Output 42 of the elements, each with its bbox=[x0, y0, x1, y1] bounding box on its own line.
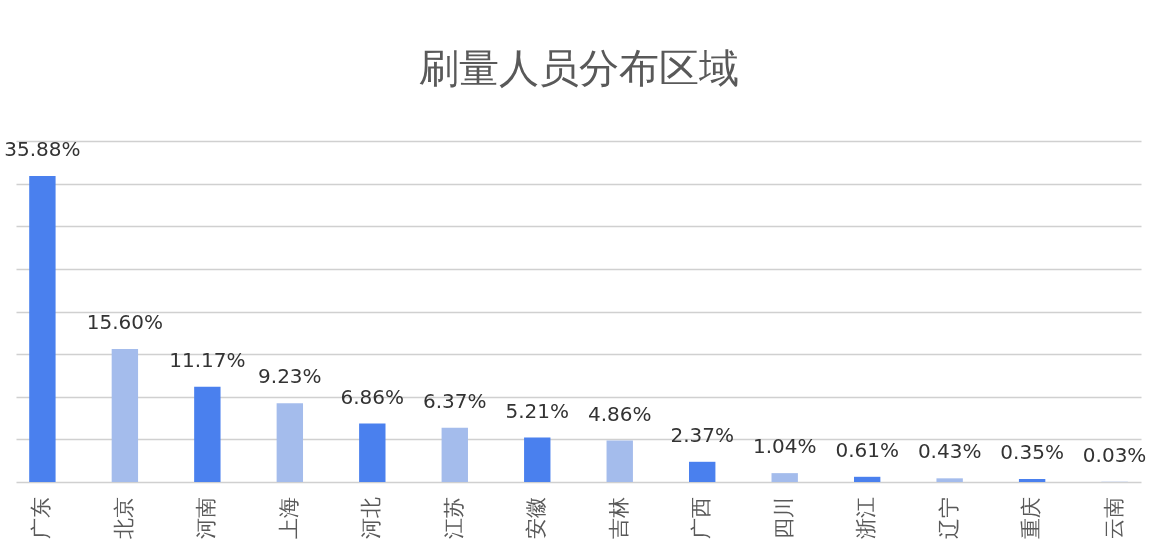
bar bbox=[524, 437, 551, 482]
bar bbox=[29, 176, 56, 482]
x-tick-label: 安徽 bbox=[524, 496, 549, 539]
data-label: 2.37% bbox=[670, 422, 734, 447]
bar bbox=[441, 427, 468, 482]
bar bbox=[194, 386, 221, 482]
bar bbox=[276, 403, 304, 482]
data-label: 4.86% bbox=[587, 401, 652, 426]
data-label: 0.61% bbox=[835, 437, 899, 462]
data-label: 0.03% bbox=[1082, 442, 1147, 467]
bar bbox=[359, 423, 386, 482]
data-label: 6.37% bbox=[423, 388, 487, 413]
bar bbox=[111, 349, 139, 482]
data-label: 5.21% bbox=[505, 398, 570, 423]
x-tick-label: 浙江 bbox=[854, 496, 879, 539]
data-label: 35.88% bbox=[4, 137, 81, 162]
data-label: 6.86% bbox=[340, 384, 405, 409]
x-tick-label: 河南 bbox=[194, 496, 219, 539]
x-tick-label: 北京 bbox=[111, 496, 136, 539]
x-tick-label: 吉林 bbox=[606, 496, 631, 539]
data-label: 1.04% bbox=[752, 434, 817, 459]
x-tick-label: 广西 bbox=[689, 496, 714, 539]
x-tick-label: 云南 bbox=[1101, 496, 1126, 539]
data-label: 15.60% bbox=[86, 310, 163, 335]
bar bbox=[853, 476, 881, 482]
x-tick-label: 河北 bbox=[359, 496, 384, 539]
x-tick-label: 上海 bbox=[276, 496, 301, 539]
x-tick-label: 辽宁 bbox=[936, 496, 961, 539]
x-tick-label: 四川 bbox=[771, 496, 796, 539]
x-tick-label: 重庆 bbox=[1019, 496, 1044, 539]
chart-title: 刷量人员分布区域 bbox=[418, 45, 739, 92]
bar bbox=[1018, 479, 1046, 482]
bar bbox=[771, 473, 798, 482]
data-label: 0.35% bbox=[1000, 440, 1064, 465]
bar bbox=[689, 461, 716, 482]
data-label: 0.43% bbox=[917, 439, 982, 464]
x-tick-label: 江苏 bbox=[441, 496, 466, 539]
bar bbox=[936, 478, 963, 482]
data-label: 11.17% bbox=[169, 347, 246, 372]
x-tick-label: 广东 bbox=[29, 496, 54, 539]
bar bbox=[606, 440, 633, 482]
data-label: 9.23% bbox=[258, 364, 322, 389]
